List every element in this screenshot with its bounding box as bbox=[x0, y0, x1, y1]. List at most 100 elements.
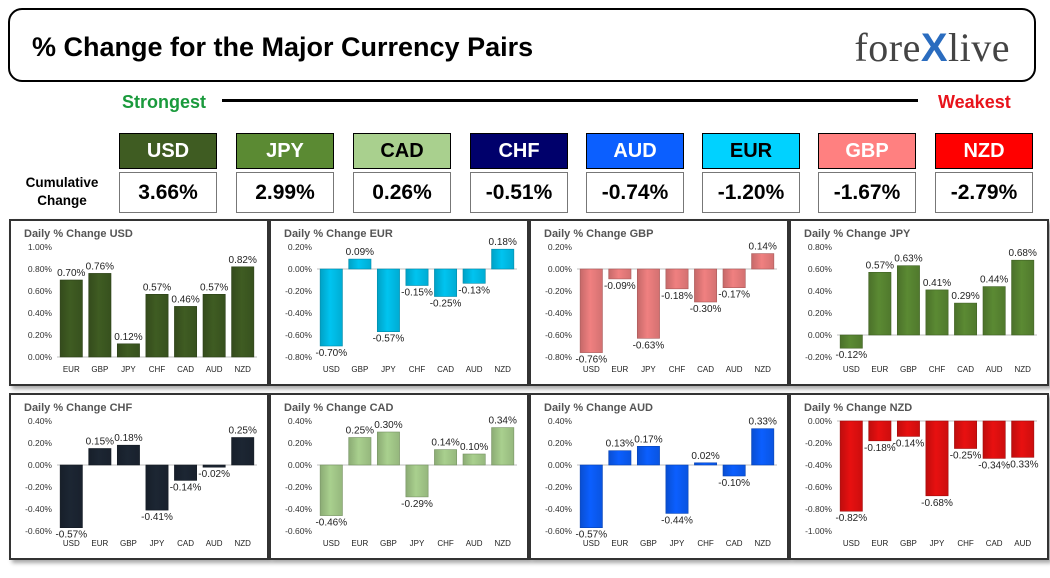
x-tick-label: CAD bbox=[437, 365, 454, 374]
y-tick-label: -0.80% bbox=[545, 352, 572, 362]
bar-aud bbox=[1011, 420, 1035, 458]
chart-svg: 0.00% 0.20% 0.40% 0.60% 0.80% 1.00% 0.70% EUR 0.… bbox=[28, 242, 257, 374]
x-tick-label: GBP bbox=[380, 539, 397, 548]
data-label: 0.33% bbox=[749, 417, 777, 428]
y-tick-label: -0.60% bbox=[285, 526, 312, 536]
data-label: 0.18% bbox=[114, 433, 142, 444]
data-label: -0.70% bbox=[315, 348, 347, 359]
chart-panel-cad: Daily % Change CAD -0.60% -0.40% -0.20% 0.00… bbox=[269, 393, 529, 560]
y-tick-label: -0.80% bbox=[285, 352, 312, 362]
data-label: 0.25% bbox=[229, 426, 257, 437]
data-label: -0.09% bbox=[604, 281, 636, 292]
page-title: % Change for the Major Currency Pairs bbox=[32, 32, 534, 62]
y-tick-label: -1.00% bbox=[805, 526, 832, 536]
x-tick-label: USD bbox=[323, 365, 340, 374]
cumulative-change-value: -0.51% bbox=[470, 172, 568, 213]
y-tick-label: 1.00% bbox=[28, 242, 53, 252]
x-tick-label: GBP bbox=[900, 539, 917, 548]
chart-title: Daily % Change GBP bbox=[544, 228, 654, 240]
y-tick-label: -0.60% bbox=[805, 482, 832, 492]
x-tick-label: CAD bbox=[957, 365, 974, 374]
bar-eur bbox=[59, 279, 83, 358]
x-tick-label: CAD bbox=[697, 365, 714, 374]
strength-scale-line bbox=[222, 99, 918, 102]
x-tick-label: EUR bbox=[351, 539, 368, 548]
y-tick-label: -0.20% bbox=[545, 482, 572, 492]
data-label: -0.17% bbox=[718, 290, 750, 301]
brand-right: live bbox=[948, 25, 1010, 70]
x-tick-label: AUD bbox=[986, 365, 1003, 374]
y-tick-label: 0.20% bbox=[28, 330, 53, 340]
x-tick-label: NZD bbox=[754, 539, 771, 548]
data-label: 0.63% bbox=[894, 254, 922, 265]
currency-box-chf: CHF -0.51% bbox=[470, 133, 568, 213]
chart-svg: -0.60% -0.40% -0.20% 0.00% 0.20% 0.40% -0.57%U… bbox=[545, 416, 777, 548]
y-tick-label: 0.00% bbox=[808, 330, 833, 340]
bar-jpy bbox=[116, 343, 140, 358]
bar-nzd bbox=[491, 248, 515, 270]
bar-gbp bbox=[896, 265, 920, 336]
data-label: -0.57% bbox=[55, 530, 87, 541]
x-tick-label: USD bbox=[63, 539, 80, 548]
bar-chf bbox=[925, 289, 949, 336]
bar-eur bbox=[868, 271, 892, 336]
title-box: % Change for the Major Currency Pairs fo… bbox=[8, 8, 1036, 82]
x-tick-label: JPY bbox=[381, 365, 396, 374]
data-label: -0.25% bbox=[430, 299, 462, 310]
bar-cad bbox=[434, 268, 458, 297]
data-label: 0.34% bbox=[489, 416, 517, 427]
chart-title: Daily % Change CAD bbox=[284, 402, 394, 414]
data-label: -0.10% bbox=[718, 478, 750, 489]
y-tick-label: 0.80% bbox=[808, 242, 833, 252]
x-tick-label: CAD bbox=[177, 539, 194, 548]
data-label: -0.14% bbox=[170, 482, 202, 493]
bar-gbp bbox=[116, 444, 140, 466]
x-tick-label: CHF bbox=[957, 539, 974, 548]
bar-cad bbox=[174, 464, 198, 481]
bar-aud bbox=[202, 294, 226, 358]
bar-gbp bbox=[348, 258, 372, 270]
x-tick-label: EUR bbox=[611, 365, 628, 374]
x-tick-label: JPY bbox=[121, 365, 136, 374]
currency-code: USD bbox=[119, 133, 217, 169]
bar-usd bbox=[319, 268, 343, 347]
currency-box-jpy: JPY 2.99% bbox=[236, 133, 334, 213]
y-tick-label: 0.40% bbox=[548, 416, 573, 426]
x-tick-label: AUD bbox=[1014, 539, 1031, 548]
bar-nzd bbox=[751, 428, 775, 466]
data-label: -0.82% bbox=[835, 513, 867, 524]
data-label: 0.70% bbox=[57, 268, 85, 279]
y-tick-label: -0.60% bbox=[545, 330, 572, 340]
x-tick-label: CHF bbox=[149, 365, 166, 374]
x-tick-label: JPY bbox=[670, 539, 685, 548]
bar-jpy bbox=[376, 268, 400, 333]
bar-usd bbox=[579, 464, 603, 529]
bar-chf bbox=[405, 268, 429, 286]
bar-usd bbox=[579, 268, 603, 353]
bar-cad bbox=[722, 464, 746, 477]
y-tick-label: 0.40% bbox=[28, 416, 53, 426]
chart-title: Daily % Change AUD bbox=[544, 402, 654, 414]
cumulative-change-value: -1.67% bbox=[818, 172, 916, 213]
chart-panel-gbp: Daily % Change GBP -0.80% -0.60% -0.40% -0.2… bbox=[529, 219, 789, 386]
bar-usd bbox=[839, 334, 863, 349]
x-tick-label: CHF bbox=[437, 539, 454, 548]
chart-svg: -0.20% 0.00% 0.20% 0.40% 0.60% 0.80% -0.12% USD… bbox=[805, 242, 1037, 374]
data-label: 0.57% bbox=[143, 282, 171, 293]
y-tick-label: -0.20% bbox=[805, 438, 832, 448]
x-tick-label: GBP bbox=[640, 539, 657, 548]
data-label: 0.14% bbox=[749, 242, 777, 253]
data-label: 0.44% bbox=[980, 275, 1008, 286]
x-tick-label: USD bbox=[843, 539, 860, 548]
strongest-label: Strongest bbox=[122, 92, 207, 112]
x-tick-label: AUD bbox=[206, 539, 223, 548]
bar-chf bbox=[434, 449, 458, 466]
data-label: -0.29% bbox=[401, 499, 433, 510]
y-tick-label: 0.20% bbox=[808, 308, 833, 318]
weakest-label: Weakest bbox=[938, 92, 1011, 112]
bar-chf bbox=[694, 462, 718, 466]
data-label: -0.13% bbox=[458, 285, 490, 296]
bar-nzd bbox=[1011, 259, 1035, 336]
bar-cad bbox=[694, 268, 718, 303]
x-tick-label: USD bbox=[843, 365, 860, 374]
